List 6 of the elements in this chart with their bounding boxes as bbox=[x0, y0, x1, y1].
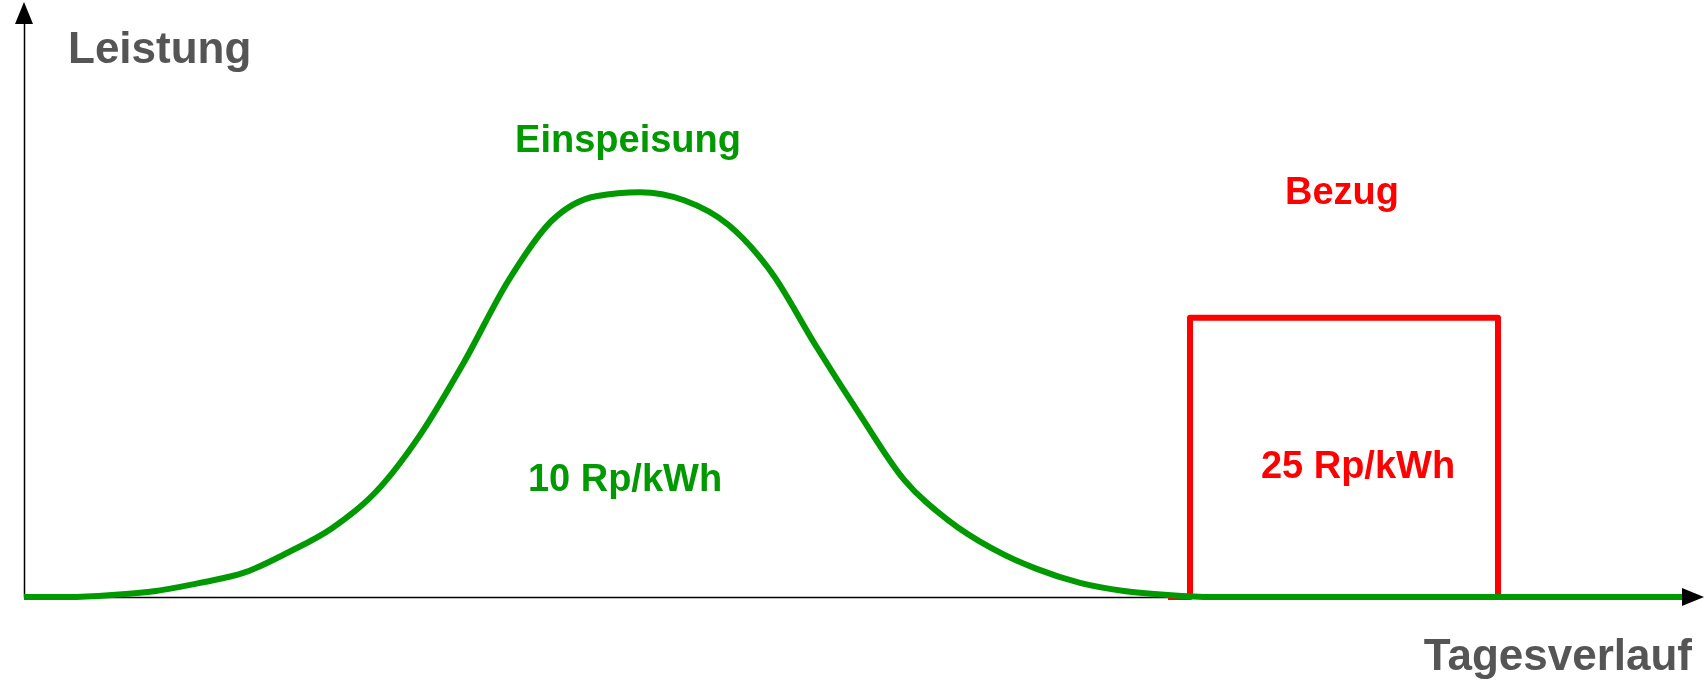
y-axis-title: Leistung bbox=[68, 23, 252, 72]
annotation: 10 Rp/kWh bbox=[527, 457, 723, 499]
series-label: Einspeisung bbox=[515, 118, 741, 160]
x-axis-title: Tagesverlauf bbox=[1423, 630, 1693, 679]
annotation: 25 Rp/kWh bbox=[1260, 444, 1456, 486]
text: Bezug bbox=[1285, 170, 1399, 212]
